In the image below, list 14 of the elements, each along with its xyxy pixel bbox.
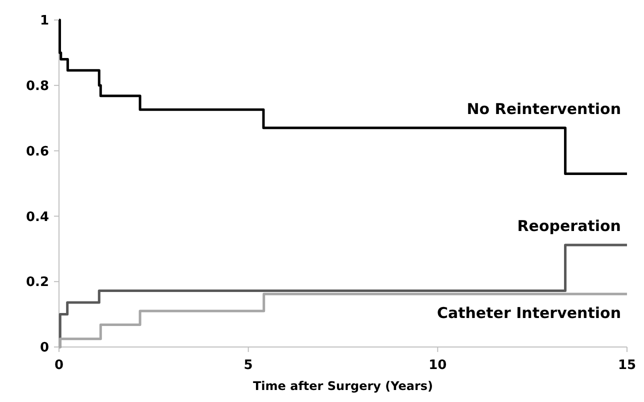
x-tick-label: 15 [618,358,636,373]
y-tick-label: 0.4 [26,210,49,225]
series-label: Catheter Intervention [436,304,621,322]
x-tick-label: 5 [244,358,253,373]
x-axis-title: Time after Surgery (Years) [252,379,434,393]
y-tick-label: 1 [40,14,49,29]
y-tick-label: 0 [40,340,49,356]
y-tick-label: 0.2 [26,275,49,290]
x-tick-label: 10 [428,358,447,373]
series-label: Reoperation [517,216,621,235]
y-tick-label: 0.6 [26,144,49,160]
series-label: No Reintervention [466,100,621,118]
y-tick-label: 0.8 [26,78,49,94]
x-tick-label: 0 [54,358,64,373]
